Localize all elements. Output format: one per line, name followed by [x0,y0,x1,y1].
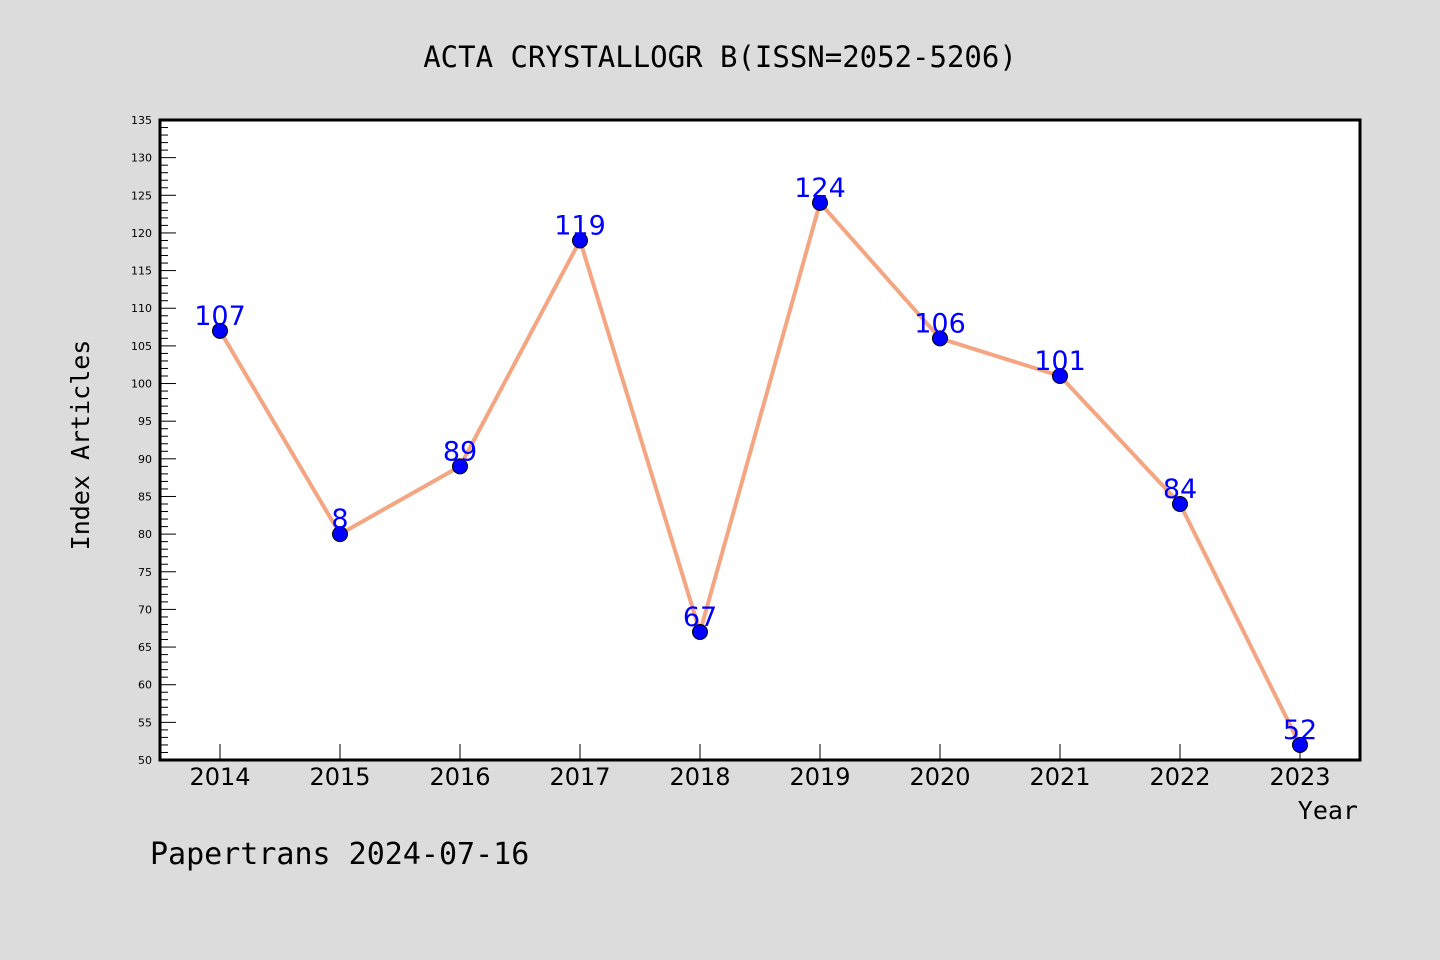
footer-text: Papertrans 2024-07-16 [150,837,529,872]
data-point [572,232,588,249]
y-tick-label: 85 [138,490,152,503]
y-axis-label: Index Articles [66,340,95,551]
y-tick-label: 120 [131,227,152,240]
chart-title: ACTA CRYSTALLOGR B(ISSN=2052-5206) [423,40,1017,74]
y-tick-label: 90 [138,453,152,466]
x-tick-label: 2020 [909,763,970,791]
data-point [212,322,228,339]
data-label: 67 [683,602,717,633]
y-tick-label: 115 [131,265,152,278]
data-point [692,624,708,640]
y-tick-label: 105 [131,340,152,353]
data-label: 124 [794,173,846,204]
data-label: 107 [194,301,246,332]
data-label: 119 [554,210,606,241]
y-tick-label: 70 [138,603,152,616]
x-tick-label: 2019 [789,763,850,791]
y-tick-label: 75 [138,566,152,579]
y-tick-label: 80 [138,528,152,541]
series-line [218,200,1302,747]
y-tick-label: 65 [138,641,152,654]
data-point [1172,496,1188,512]
y-tick-label: 110 [131,302,152,315]
data-point [452,458,468,475]
y-axis: 50 55 60 65 70 75 80 85 90 95 100 105 110 115 120 125 13… [131,114,176,767]
x-tick-label: 2014 [189,763,250,791]
x-axis-label: Year [1298,796,1358,825]
data-label: 89 [443,436,477,467]
y-tick-label: 125 [131,189,152,202]
y-tick-label: 55 [138,716,152,729]
data-point [1292,736,1308,753]
plot-area [160,120,1360,760]
series-line-group: 107 8 89 119 67 124 106 101 84 52 [194,173,1317,753]
y-tick-label: 50 [138,754,152,767]
data-label: 106 [914,308,966,339]
data-point [812,194,828,211]
y-tick-label: 130 [131,152,152,165]
y-tick-label: 135 [131,114,152,127]
data-label: 8 [331,504,348,535]
x-tick-label: 2015 [309,763,370,791]
data-point [932,330,948,347]
x-tick-label: 2021 [1029,763,1090,791]
y-tick-label: 60 [138,679,152,692]
data-label: 84 [1163,474,1197,505]
y-tick-label: 95 [138,415,152,428]
data-point [332,526,348,543]
x-tick-label: 2016 [429,763,490,791]
x-tick-label: 2022 [1149,763,1210,791]
plot-frame [158,118,1362,762]
x-tick-label: 2023 [1269,763,1330,791]
y-tick-label: 100 [131,378,152,391]
data-label: 52 [1283,715,1317,746]
data-point [1052,368,1068,384]
x-tick-label: 2018 [669,763,730,791]
x-axis: 2014 2015 2016 2017 2018 2019 2020 2021 2022 2023 [189,744,1331,791]
data-label: 101 [1034,346,1086,377]
x-tick-label: 2017 [549,763,610,791]
